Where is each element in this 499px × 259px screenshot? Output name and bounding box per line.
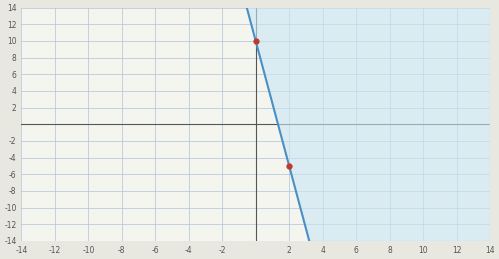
Polygon shape	[247, 8, 490, 241]
